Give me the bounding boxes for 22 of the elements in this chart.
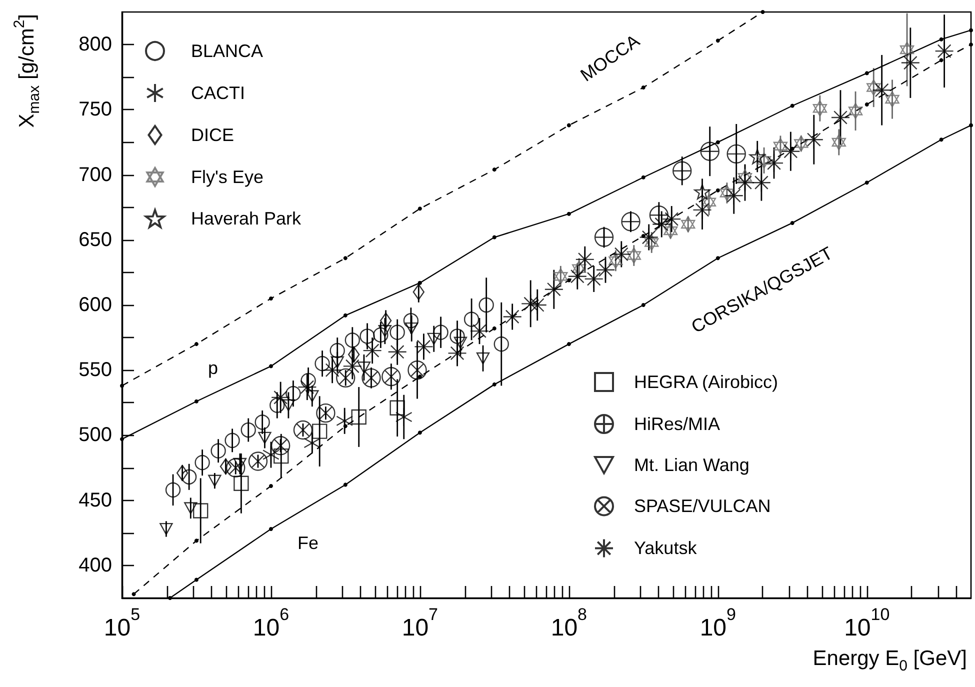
legend-label: Mt. Lian Wang (634, 455, 750, 476)
y-tick-label: 600 (78, 294, 112, 316)
annotation: p (208, 358, 218, 378)
y-tick-label: 400 (78, 554, 112, 576)
legend-label: Yakutsk (634, 538, 698, 558)
legend-label: DICE (191, 125, 234, 145)
legend-label: SPASE/VULCAN (634, 496, 771, 516)
y-tick-label: 550 (78, 359, 112, 382)
y-axis-title: Xmax [g/cm2] (11, 14, 43, 128)
legend-label: CACTI (191, 83, 245, 103)
y-tick-label: 700 (78, 164, 112, 186)
legend-label: Fly's Eye (191, 167, 264, 187)
legend-label: HEGRA (Airobicc) (634, 372, 778, 392)
legend-label: BLANCA (191, 41, 264, 61)
y-tick-label: 650 (78, 228, 112, 251)
y-tick-label: 450 (78, 489, 112, 512)
annotation: Fe (297, 533, 319, 553)
legend-label: Haverah Park (191, 208, 302, 229)
y-tick-label: 500 (78, 424, 112, 446)
y-tick-label: 800 (78, 34, 112, 56)
y-tick-label: 750 (78, 98, 112, 121)
legend-label: HiRes/MIA (634, 414, 720, 434)
